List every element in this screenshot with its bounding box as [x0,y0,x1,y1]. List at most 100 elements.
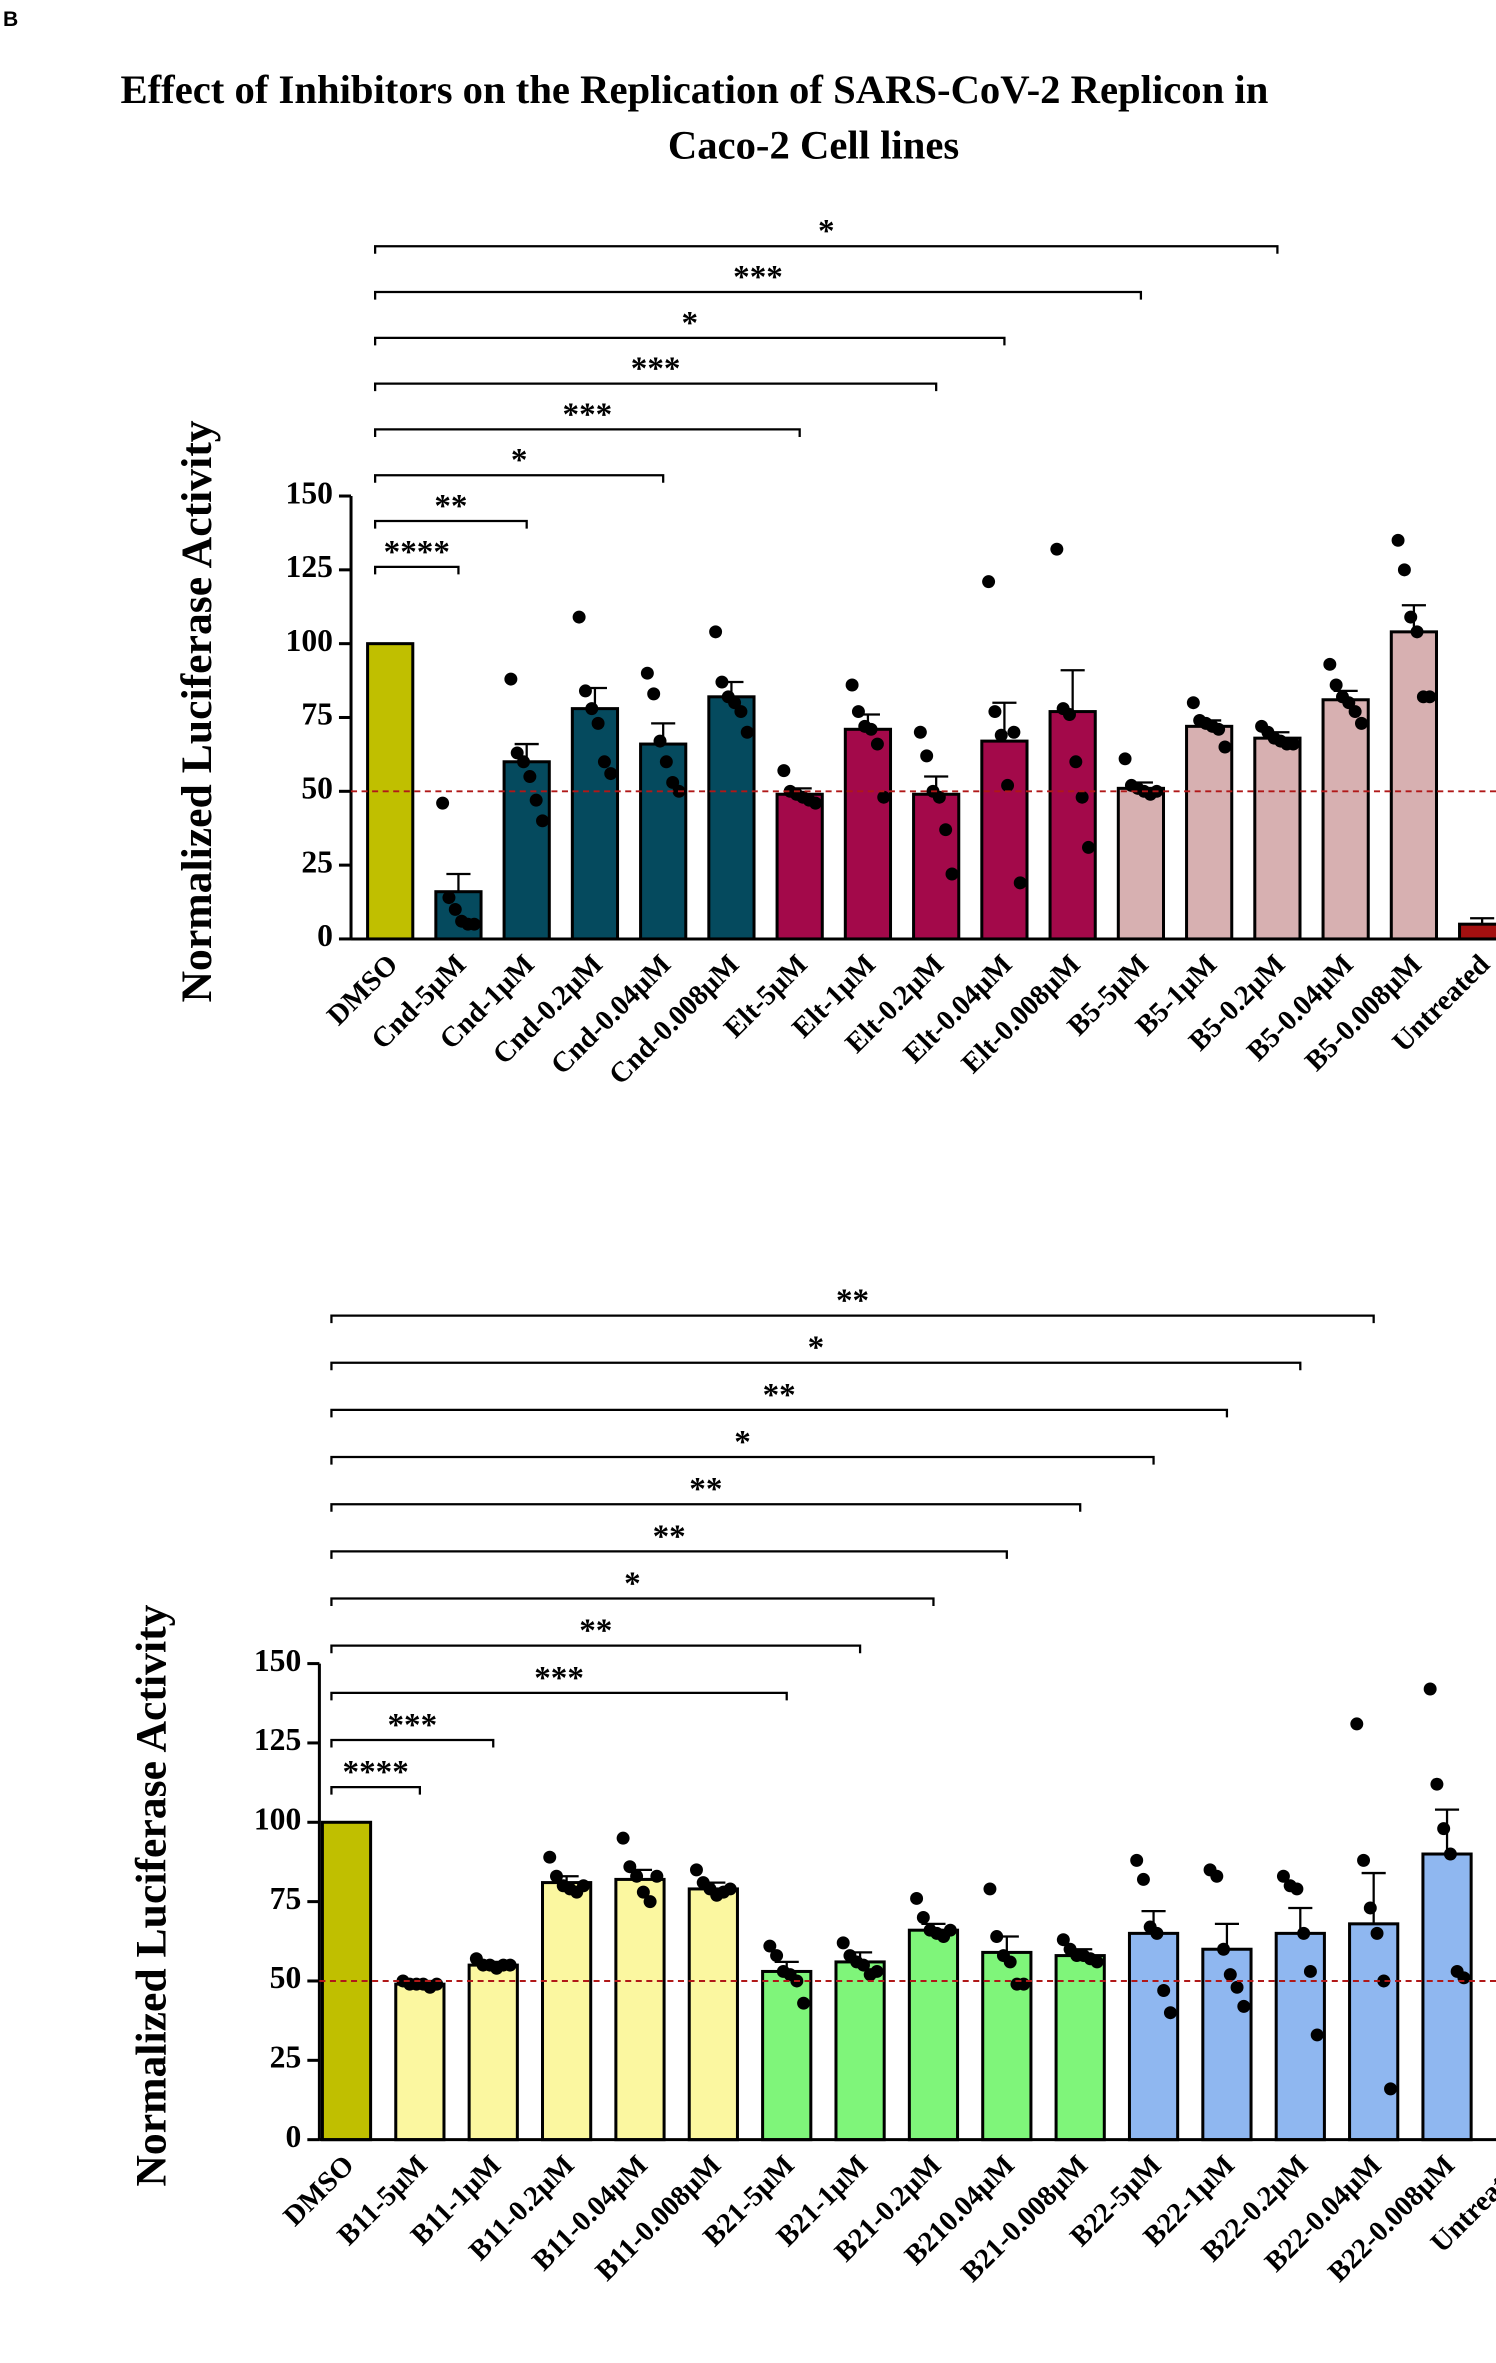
data-point [945,867,959,881]
data-point [1118,752,1132,766]
bar [843,727,893,941]
significance-bracket [374,519,528,529]
significance-bracket [374,382,938,392]
data-point [448,902,462,916]
data-point [870,1964,884,1978]
bar [467,1963,519,2142]
data-point [1223,1968,1237,1982]
data-point [436,796,450,810]
data-point [647,687,661,701]
y-tick-label: 50 [270,1960,302,1995]
significance-label: * [624,1565,641,1602]
data-point [1186,696,1200,710]
data-point [1329,678,1343,692]
data-point [616,1831,630,1845]
significance-bracket [330,1644,862,1654]
bar [775,792,824,941]
y-tick-label: 25 [301,844,333,879]
y-tick-label: 150 [286,475,333,510]
data-point [1397,563,1411,577]
significance-bracket [374,474,665,483]
significance-bracket [330,1597,935,1607]
data-point [1017,1977,1031,1991]
significance-bracket [330,1691,788,1701]
data-point [503,1958,517,1972]
y-tick-label: 125 [254,1722,301,1757]
data-point [1303,1964,1317,1978]
data-point [1350,1717,1364,1731]
data-point [1457,1971,1471,1985]
data-point [504,672,518,686]
significance-bracket [374,290,1143,300]
significance-label: *** [563,396,613,433]
data-point [920,749,934,763]
data-point [1370,1926,1384,1940]
data-point [1212,722,1226,736]
y-tick-label: 50 [301,771,333,806]
data-point [836,1936,850,1950]
y-tick-label: 25 [270,2040,302,2075]
significance-bracket [330,1503,1082,1512]
data-point [715,675,729,689]
bar [1253,736,1302,941]
significance-label: * [818,213,835,250]
significance-label: *** [733,259,783,296]
significance-label: ** [689,1471,722,1508]
data-point [1437,1822,1451,1836]
data-point [1150,1926,1164,1940]
data-point [770,1949,784,1963]
data-point [1069,755,1083,769]
bar [1127,1931,1180,2142]
significance-bracket [330,1738,495,1748]
y-tick-label: 0 [317,918,333,953]
data-point [442,891,456,905]
bar [1421,1852,1473,2142]
significance-label: *** [387,1706,437,1743]
data-point [910,1891,924,1905]
significance-label: * [808,1329,825,1366]
data-point [1363,1901,1377,1915]
chart-title: Effect of Inhibitors on the Replication … [121,67,1269,112]
data-point [864,722,878,736]
data-point [1237,1999,1251,2013]
data-point [543,1850,557,1864]
data-point [1136,1872,1150,1886]
data-point [723,1882,737,1896]
bar [1116,786,1166,941]
data-point [870,737,884,751]
data-point [1290,1882,1304,1896]
data-point [1404,610,1418,624]
bar [761,1969,813,2142]
data-point [1348,705,1362,719]
significance-label: * [681,304,698,341]
data-point [597,755,611,769]
data-point [578,684,592,698]
data-point [994,728,1008,742]
significance-label: **** [384,533,450,570]
data-point [1210,1869,1224,1883]
data-point [643,1895,657,1909]
y-axis-label: Normalized Luciferase Activity [128,1604,176,2186]
bar [980,739,1029,941]
significance-bracket [374,428,801,437]
data-point [1391,533,1405,547]
data-point [1082,840,1095,854]
data-point [523,770,537,784]
data-point [982,575,996,589]
data-point [1230,1980,1244,1994]
data-point [939,823,953,837]
data-point [1218,740,1232,754]
significance-label: ** [763,1376,796,1413]
bar [614,1877,666,2142]
y-tick-label: 125 [286,549,333,584]
bar [1389,630,1438,941]
bar [502,760,551,941]
data-point [1297,1926,1311,1940]
data-point [630,1869,644,1883]
data-point [536,814,549,828]
data-point [709,625,723,639]
significance-label: * [734,1424,751,1461]
data-point [1423,1682,1437,1696]
data-point [943,1923,957,1937]
data-point [1384,2082,1398,2096]
